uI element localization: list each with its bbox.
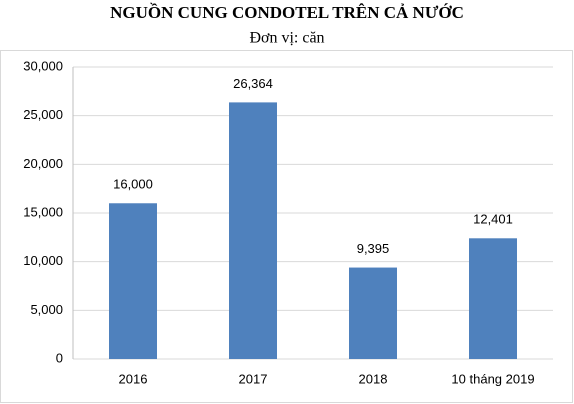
bar [229, 102, 277, 359]
y-tick-label: 10,000 [23, 253, 63, 268]
chart-frame [0, 50, 573, 403]
y-tick-label: 20,000 [23, 156, 63, 171]
bar [469, 238, 517, 359]
x-tick-label: 10 tháng 2019 [451, 371, 534, 386]
chart-subtitle: Đơn vị: căn [249, 30, 324, 47]
value-label: 12,401 [473, 212, 513, 227]
value-label: 9,395 [357, 241, 390, 256]
y-tick-label: 30,000 [23, 58, 63, 73]
x-tick-label: 2017 [239, 371, 268, 386]
bar [349, 267, 397, 359]
value-label: 16,000 [113, 177, 153, 192]
y-tick-label: 0 [56, 350, 63, 365]
chart-title: NGUỒN CUNG CONDOTEL TRÊN CẢ NƯỚC [110, 2, 464, 22]
x-tick-label: 2016 [119, 371, 148, 386]
y-tick-label: 25,000 [23, 107, 63, 122]
x-tick-label: 2018 [359, 371, 388, 386]
bar [109, 203, 157, 359]
value-label: 26,364 [233, 76, 273, 91]
y-tick-label: 15,000 [23, 204, 63, 219]
y-tick-label: 5,000 [30, 302, 63, 317]
